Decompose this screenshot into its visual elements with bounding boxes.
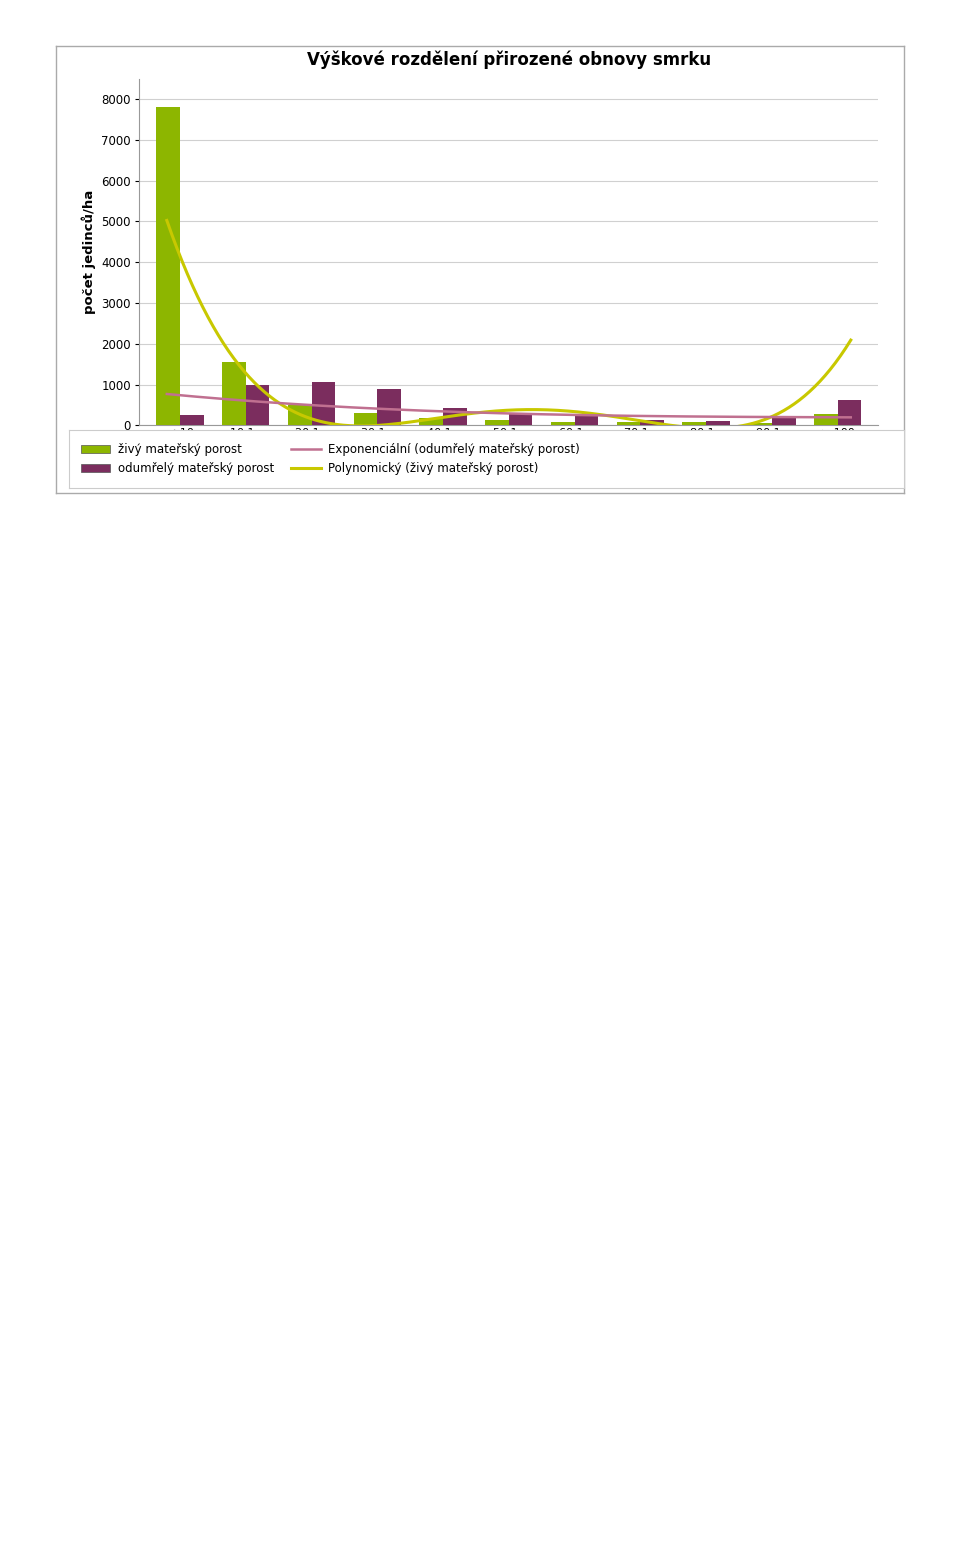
- Bar: [838, 401, 861, 425]
- Bar: [353, 413, 377, 425]
- X-axis label: výšková třída (cm): výšková třída (cm): [439, 456, 579, 470]
- Bar: [180, 415, 204, 425]
- Bar: [640, 421, 664, 425]
- Legend: živý mateřský porost, odumřelý mateřský porost, Exponenciální (odumřelý mateřský: živý mateřský porost, odumřelý mateřský …: [75, 438, 586, 481]
- Bar: [814, 415, 838, 425]
- Bar: [377, 388, 401, 425]
- Bar: [420, 418, 443, 425]
- Title: Výškové rozdělení přirozené obnovy smrku: Výškové rozdělení přirozené obnovy smrku: [307, 51, 710, 69]
- Bar: [222, 362, 246, 425]
- Y-axis label: počet jedinců/ha: počet jedinců/ha: [82, 190, 96, 314]
- Bar: [509, 413, 533, 425]
- Bar: [551, 422, 575, 425]
- Bar: [311, 382, 335, 425]
- Bar: [707, 421, 730, 425]
- Bar: [485, 421, 509, 425]
- Bar: [683, 422, 707, 425]
- Bar: [246, 385, 270, 425]
- Bar: [748, 422, 772, 425]
- Bar: [443, 408, 467, 425]
- Bar: [616, 422, 640, 425]
- Bar: [156, 108, 180, 425]
- Bar: [575, 416, 598, 425]
- Bar: [772, 418, 796, 425]
- Bar: [288, 405, 311, 425]
